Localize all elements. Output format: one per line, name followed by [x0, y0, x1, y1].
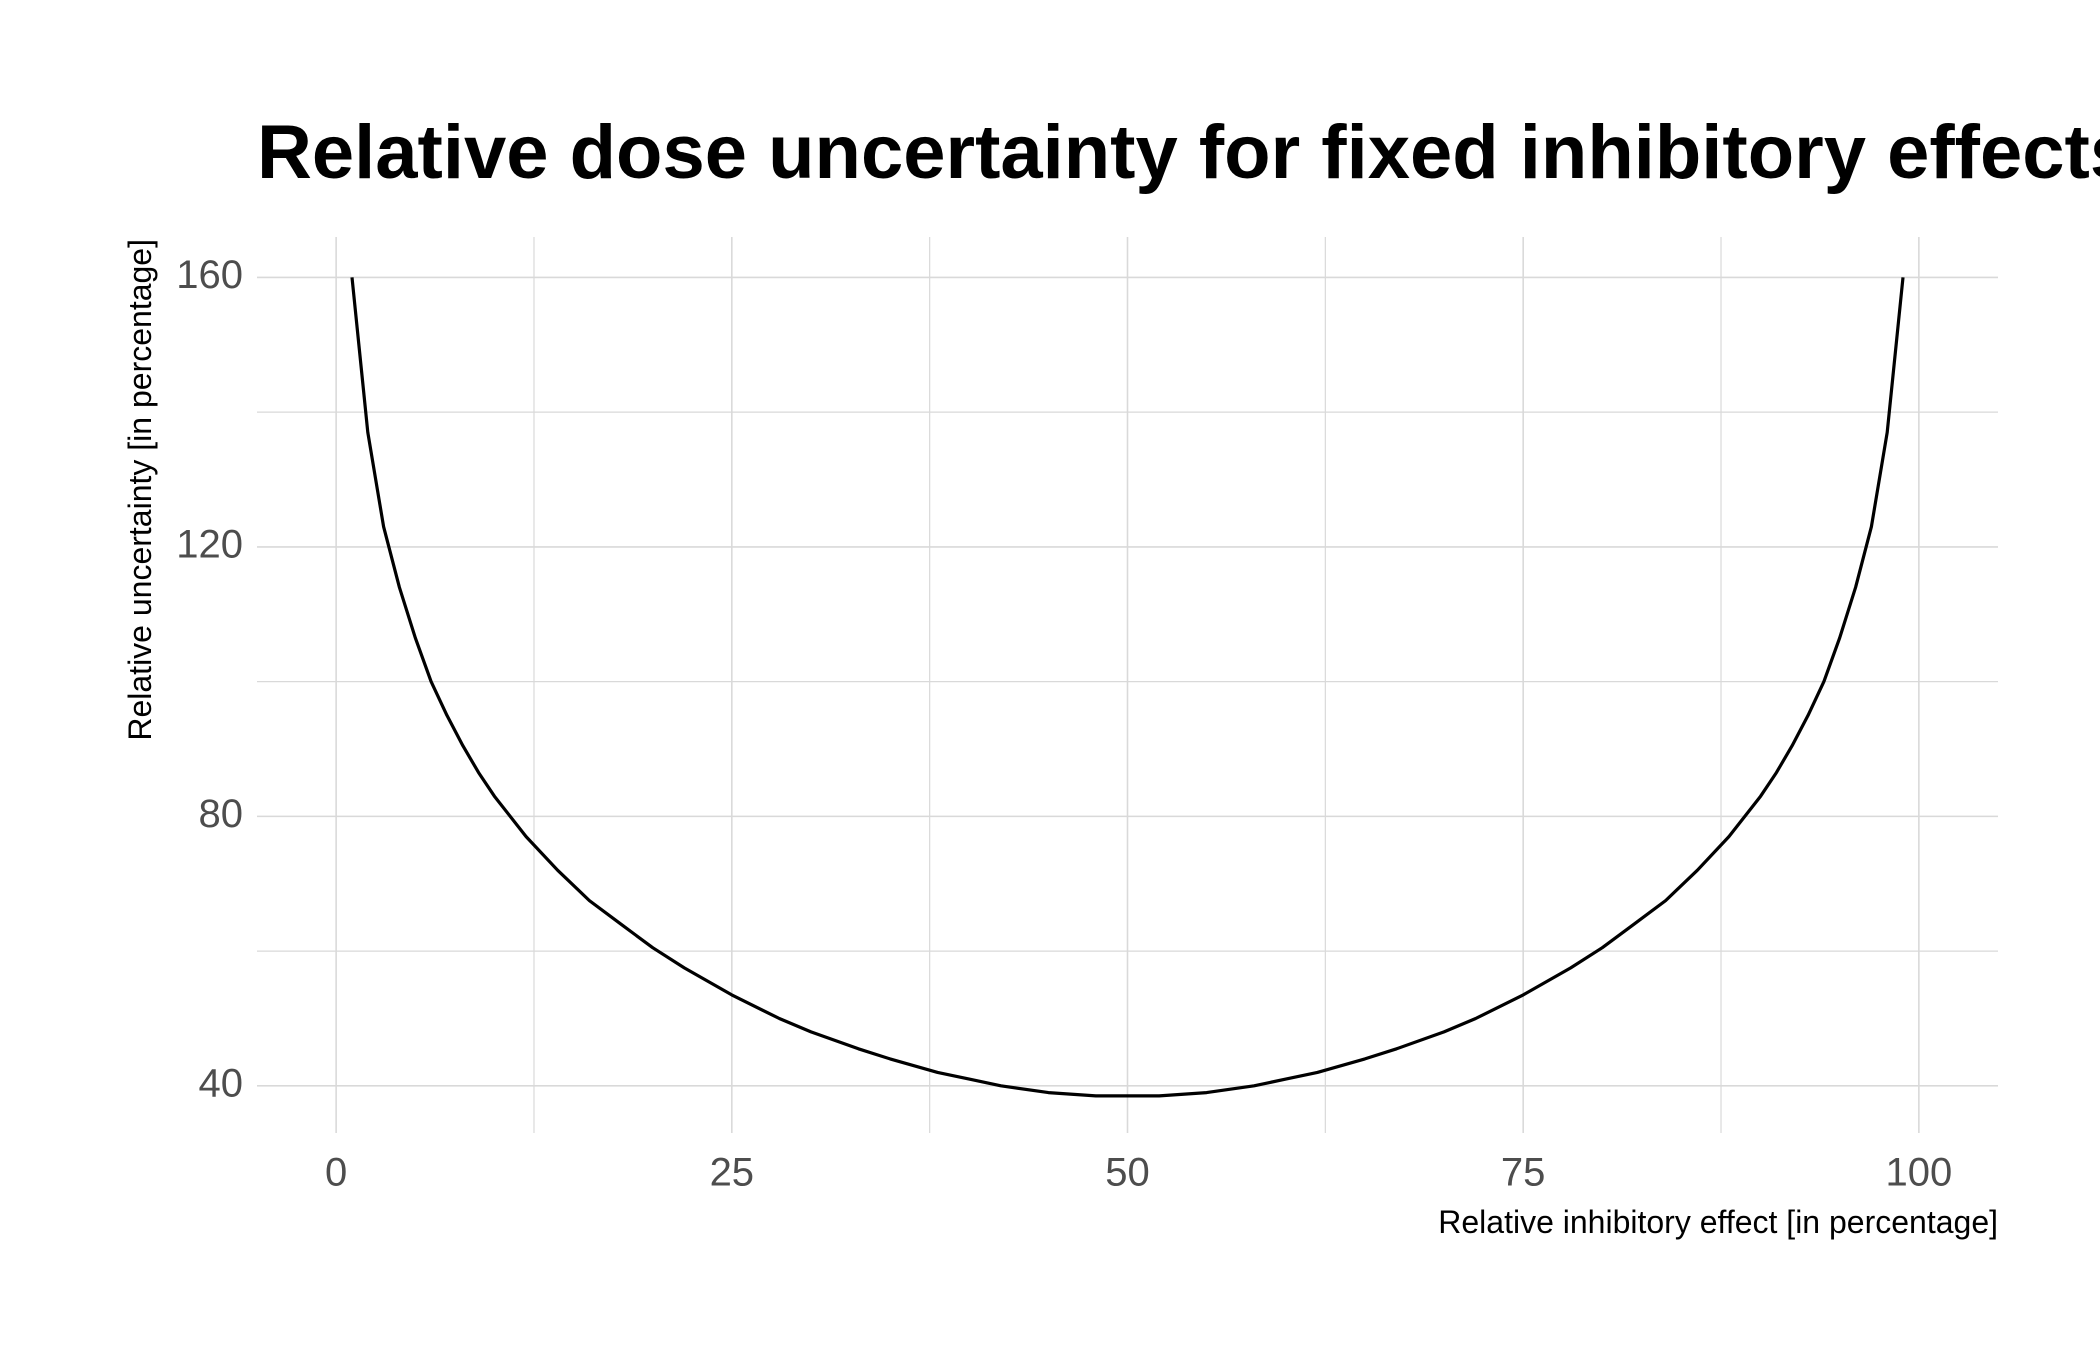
x-tick-label-0: 0	[325, 1151, 347, 1195]
x-axis-title: Relative inhibitory effect [in percentag…	[1438, 1204, 1998, 1240]
y-tick-label-2: 120	[176, 522, 243, 566]
grid	[257, 237, 1998, 1133]
x-tick-label-4: 100	[1885, 1151, 1952, 1195]
y-tick-label-0: 40	[199, 1061, 244, 1105]
x-tick-label-1: 25	[710, 1151, 755, 1195]
y-tick-label-1: 80	[199, 792, 244, 836]
x-tick-label-3: 75	[1501, 1151, 1546, 1195]
x-tick-label-2: 50	[1105, 1151, 1150, 1195]
y-axis-title: Relative uncertainty [in percentage]	[122, 239, 158, 741]
y-tick-label-3: 160	[176, 253, 243, 297]
series-layer	[350, 277, 1905, 1098]
series-line-0	[350, 277, 1905, 1098]
chart-title: Relative dose uncertainty for fixed inhi…	[257, 110, 2100, 195]
tick-labels: 0 25 50 75 100 40 80 120 160	[176, 253, 1952, 1195]
